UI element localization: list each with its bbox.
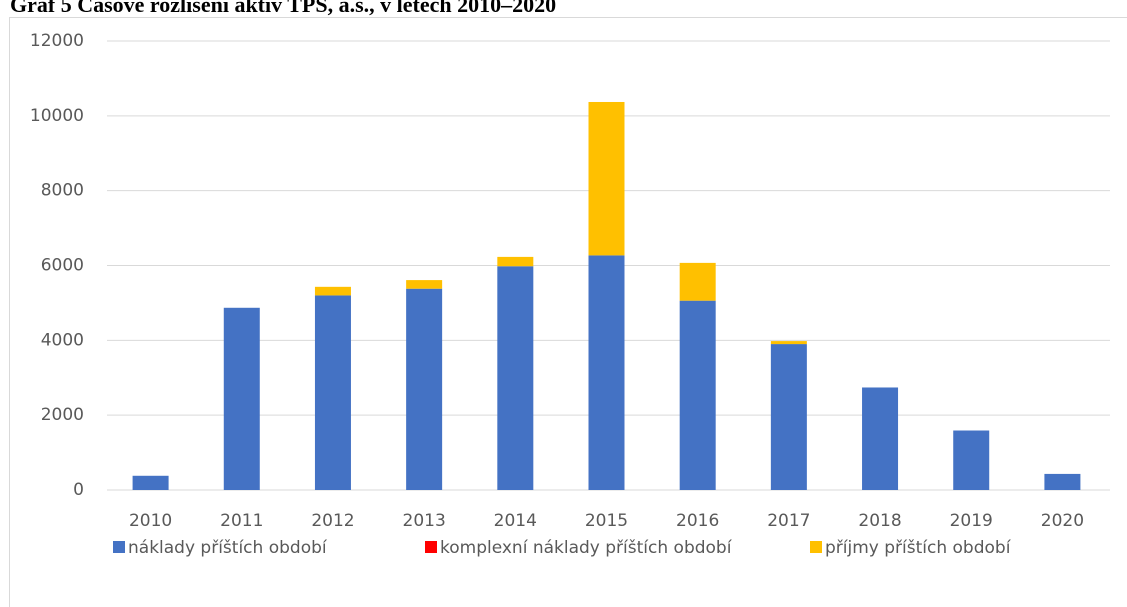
y-tick-label: 12000 — [30, 31, 84, 51]
bar-segment — [314, 286, 351, 296]
bar-segment — [862, 387, 899, 490]
y-tick-label: 4000 — [41, 330, 84, 350]
legend-label: příjmy příštích období — [825, 538, 1012, 558]
y-tick-label: 10000 — [30, 106, 84, 126]
bar-segment — [770, 344, 807, 490]
bar-segment — [588, 101, 625, 256]
x-tick-label: 2014 — [494, 511, 537, 531]
bar-segment — [497, 256, 534, 267]
x-tick-label: 2017 — [767, 511, 810, 531]
legend-label: komplexní náklady příštích období — [440, 538, 733, 558]
bar-segment — [679, 300, 716, 490]
x-tick-label: 2019 — [950, 511, 993, 531]
x-tick-label: 2012 — [311, 511, 354, 531]
chart-frame — [9, 17, 1127, 607]
x-tick-label: 2011 — [220, 511, 263, 531]
x-tick-label: 2016 — [676, 511, 719, 531]
y-tick-label: 0 — [73, 480, 84, 500]
bar-segment — [223, 307, 260, 490]
x-tick-label: 2010 — [129, 511, 172, 531]
legend-label: náklady příštích období — [128, 538, 328, 558]
legend-swatch — [810, 541, 822, 553]
y-tick-label: 8000 — [41, 181, 84, 201]
y-tick-label: 2000 — [41, 405, 84, 425]
x-tick-label: 2013 — [403, 511, 446, 531]
bar-segment — [406, 280, 443, 289]
bar-segment — [1044, 473, 1081, 490]
bar-segment — [314, 295, 351, 490]
x-tick-label: 2015 — [585, 511, 628, 531]
chart-title: Graf 5 Časové rozlišení aktiv TPS, a.s.,… — [10, 0, 556, 17]
legend-swatch — [425, 541, 437, 553]
bar-segment — [679, 262, 716, 301]
bar-segment — [132, 475, 169, 490]
bar-segment — [588, 255, 625, 490]
bar-segment — [406, 288, 443, 490]
y-tick-label: 6000 — [41, 256, 84, 276]
x-tick-label: 2018 — [858, 511, 901, 531]
bar-segment — [953, 430, 990, 490]
legend-swatch — [113, 541, 125, 553]
bar-segment — [770, 341, 807, 345]
x-tick-label: 2020 — [1041, 511, 1084, 531]
bar-segment — [497, 266, 534, 490]
legend: náklady příštích období komplexní náklady… — [113, 538, 1012, 558]
